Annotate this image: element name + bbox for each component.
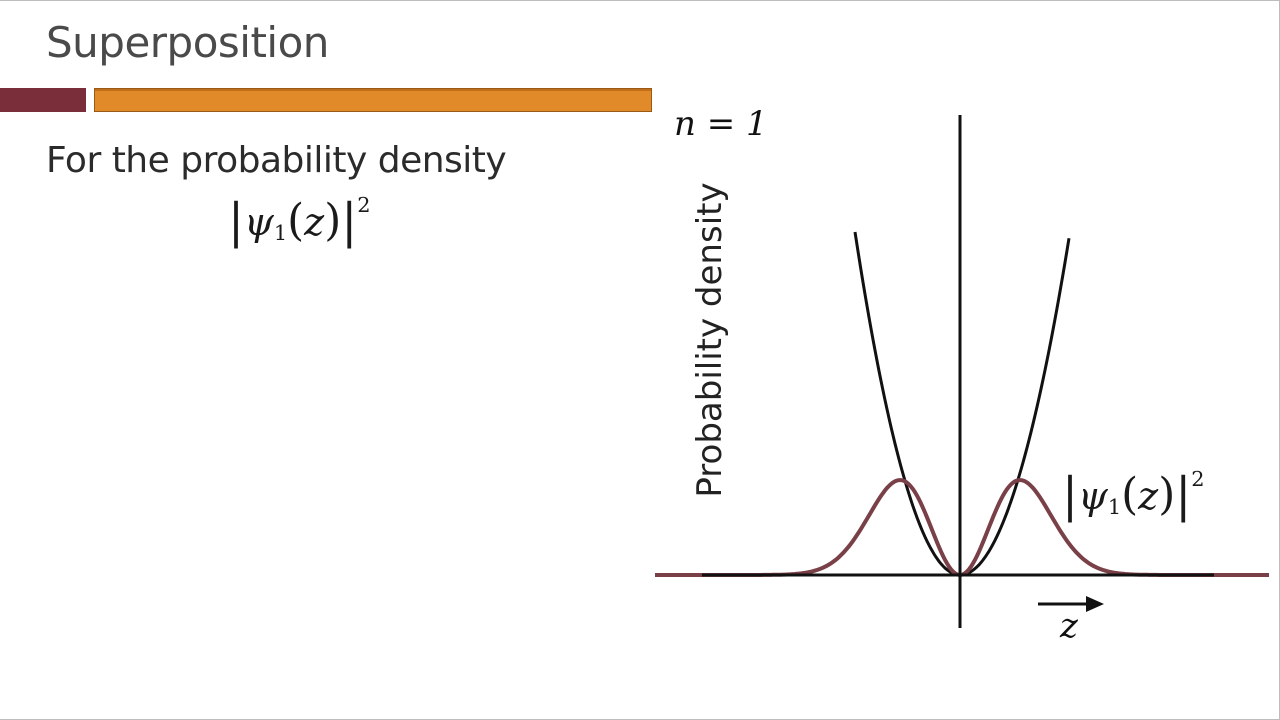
curve-label-subscript: 1 (1107, 495, 1122, 520)
x-axis-label: z (1060, 606, 1078, 646)
slide-title: Superposition (46, 18, 329, 67)
y-axis-label: Probability density (690, 182, 730, 498)
z-direction-arrow (1038, 596, 1104, 612)
formula-symbol: ψ (244, 200, 274, 244)
accent-bar-maroon (0, 88, 86, 112)
formula-variable: z (304, 200, 325, 244)
curve-label-formula: |ψ1(z)|2 (1062, 467, 1205, 523)
curve-label-exponent: 2 (1191, 467, 1205, 492)
potential-curve (853, 231, 1071, 577)
accent-bar-orange (94, 88, 652, 112)
formula-exponent: 2 (357, 193, 371, 218)
curve-label-symbol: ψ (1078, 474, 1108, 518)
curve-label-variable: z (1138, 474, 1159, 518)
formula-subscript: 1 (273, 221, 288, 246)
probability-density-formula: |ψ1(z)|2 (228, 193, 371, 249)
body-text: For the probability density (46, 140, 507, 181)
state-label: n = 1 (674, 104, 768, 144)
slide-border-top (0, 0, 1280, 1)
